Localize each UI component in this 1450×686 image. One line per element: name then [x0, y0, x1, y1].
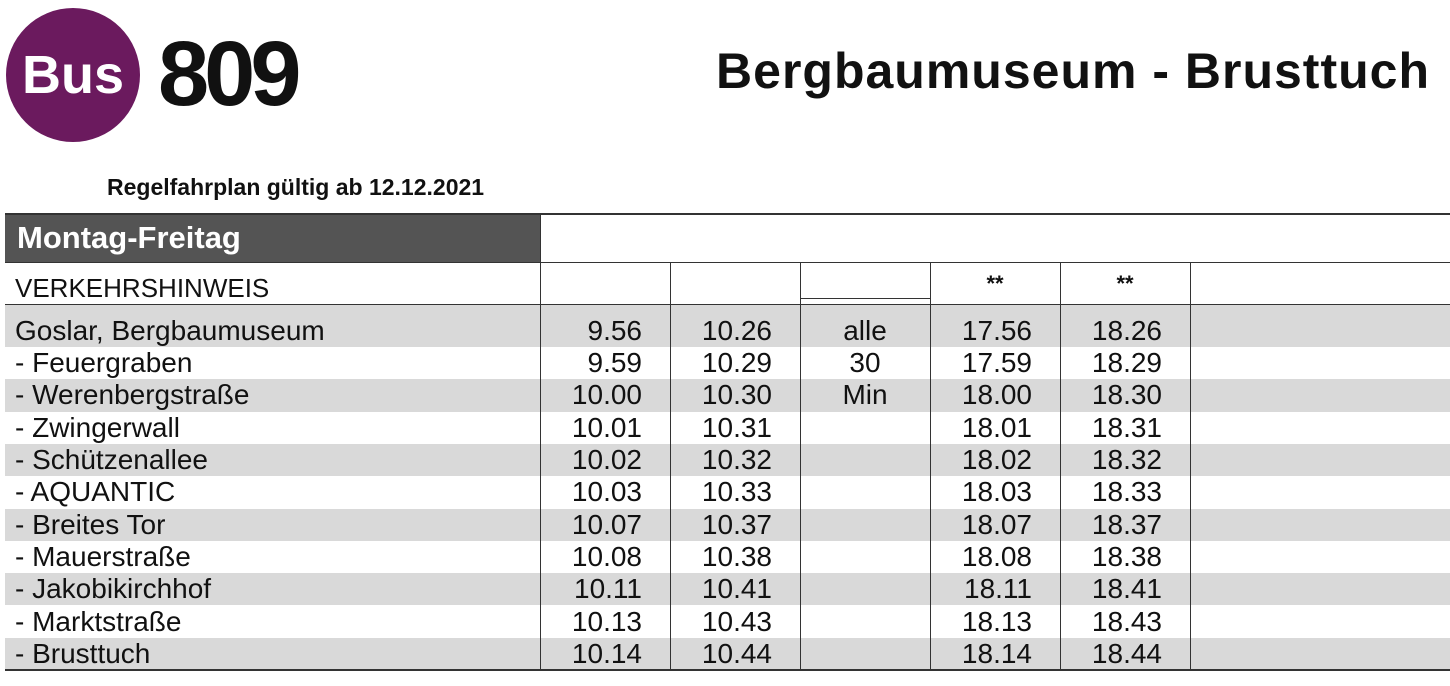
departure-time: 10.11 [574, 573, 642, 605]
col-rule [930, 262, 931, 670]
stop-name: - Mauerstraße [15, 540, 191, 572]
departure-time: 10.29 [701, 347, 772, 379]
col-rule [800, 262, 801, 670]
note: ** [1116, 271, 1134, 296]
departure-time: 9.56 [587, 315, 643, 346]
departure-time: 10.08 [571, 540, 642, 572]
departure-time: 18.31 [1091, 411, 1162, 443]
rule [800, 298, 930, 299]
departure-time: 17.59 [961, 347, 1032, 379]
validity: Regelfahrplan gültig ab 12.12.2021 [107, 174, 485, 200]
departure-time: 10.44 [701, 637, 772, 669]
stop-name: - Marktstraße [15, 605, 182, 637]
rule [5, 304, 1450, 305]
departure-time: 9.59 [587, 347, 643, 379]
departure-time: 18.01 [961, 411, 1032, 443]
departure-time: 18.14 [961, 637, 1032, 669]
row-band [5, 573, 1450, 606]
departure-time: 18.11 [964, 573, 1032, 605]
row-band [5, 637, 1450, 670]
departure-time: 18.33 [1091, 476, 1162, 508]
stop-name: - Zwingerwall [15, 411, 180, 443]
departure-time: 18.32 [1091, 444, 1162, 476]
departure-time: 10.33 [701, 476, 772, 508]
bus-badge: Bus [6, 8, 140, 142]
departure-time: 18.41 [1091, 573, 1162, 605]
departure-time: 10.03 [571, 476, 642, 508]
stop-name: - Feuergraben [15, 347, 193, 379]
departure-time: 10.00 [571, 379, 642, 411]
col-rule [1060, 262, 1061, 670]
departure-time: 10.32 [701, 444, 772, 476]
row-band [5, 379, 1450, 412]
departure-time: 18.07 [961, 508, 1032, 540]
departure-time: 18.30 [1091, 379, 1162, 411]
departure-time: 10.14 [571, 637, 642, 669]
departure-time: 18.08 [961, 540, 1032, 572]
row-band [5, 508, 1450, 541]
departure-time: 18.44 [1091, 637, 1162, 669]
route-title: Bergbaumuseum - Brusttuch [716, 43, 1430, 99]
line-number: 809 [158, 23, 301, 125]
departure-time: 10.37 [701, 508, 772, 540]
departure-time: 18.37 [1091, 508, 1162, 540]
departure-time: 18.00 [961, 379, 1032, 411]
row-band [5, 443, 1450, 477]
col-rule [540, 214, 541, 670]
note: ** [986, 271, 1004, 296]
stop-name: Goslar, Bergbaumuseum [15, 315, 325, 346]
col-rule [1190, 262, 1191, 670]
departure-time: 10.43 [701, 605, 772, 637]
rule [5, 213, 1450, 215]
stop-name: - Breites Tor [15, 508, 166, 540]
departure-time: 10.13 [571, 605, 642, 637]
departure-time: 10.30 [701, 379, 772, 411]
stop-name: - Brusttuch [15, 637, 151, 669]
interval-note: alle [843, 315, 887, 346]
stop-name: - Jakobikirchhof [15, 573, 212, 605]
departure-time: 10.31 [701, 411, 772, 443]
stop-name: - Werenbergstraße [15, 379, 250, 411]
stop-name: - AQUANTIC [15, 476, 176, 508]
row-band [5, 305, 1450, 347]
departure-time: 18.38 [1091, 540, 1162, 572]
departure-time: 10.26 [701, 315, 772, 346]
day-type: Montag-Freitag [5, 214, 540, 262]
rule [5, 669, 1450, 671]
departure-time: 10.07 [571, 508, 642, 540]
interval-note: 30 [849, 347, 881, 379]
departure-time: 17.56 [961, 315, 1032, 346]
departure-time: 10.01 [571, 411, 642, 443]
col-rule [670, 262, 671, 670]
departure-time: 10.38 [701, 540, 772, 572]
note-label: VERKEHRSHINWEIS [15, 273, 270, 303]
departure-time: 18.03 [961, 476, 1032, 508]
departure-time: 18.26 [1091, 315, 1162, 346]
rule [5, 262, 1450, 263]
stop-name: - Schützenallee [15, 444, 209, 476]
departure-time: 10.02 [571, 444, 642, 476]
departure-time: 18.29 [1091, 347, 1162, 379]
departure-time: 18.13 [961, 605, 1032, 637]
departure-time: 10.41 [701, 573, 772, 605]
departure-time: 18.43 [1091, 605, 1162, 637]
departure-time: 18.02 [961, 444, 1032, 476]
interval-note: Min [842, 379, 888, 411]
